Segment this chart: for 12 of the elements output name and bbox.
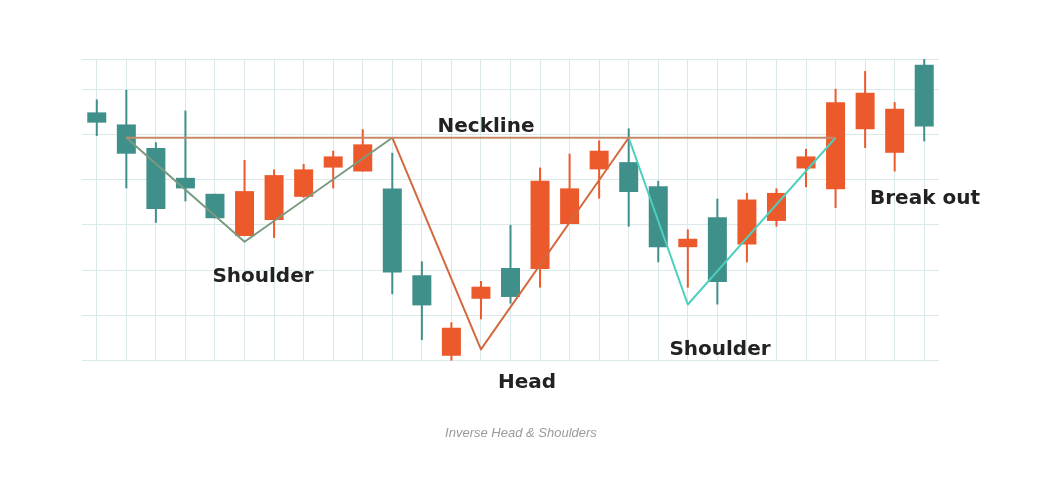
- text: Head: [497, 369, 557, 393]
- candlestick: [796, 147, 816, 189]
- annotation: Neckline: [437, 113, 535, 137]
- annotation: Shoulder: [212, 263, 314, 287]
- candlestick: [471, 279, 491, 321]
- candlestick: [589, 139, 609, 200]
- text: Inverse Head & Shoulders: [445, 424, 597, 440]
- annotation: Break out: [870, 185, 980, 209]
- annotation: Shoulder: [669, 336, 771, 360]
- candlestick: [323, 149, 343, 190]
- candlestick: [87, 98, 107, 137]
- candlestick: [678, 228, 698, 289]
